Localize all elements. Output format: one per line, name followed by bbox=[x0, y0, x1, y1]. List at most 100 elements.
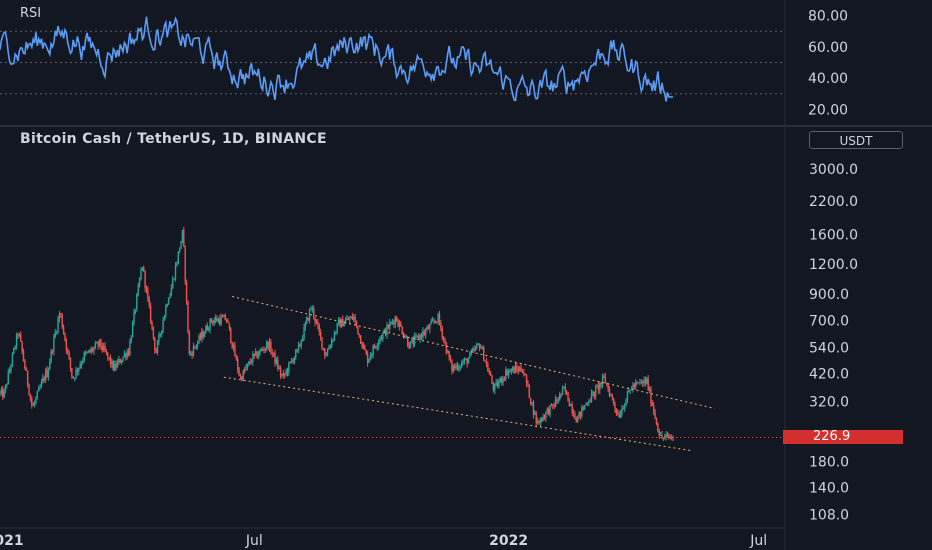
candle-body bbox=[412, 339, 414, 345]
candle-body bbox=[11, 353, 14, 366]
candle-body bbox=[361, 343, 363, 348]
candle-body bbox=[420, 334, 423, 338]
candle-body bbox=[111, 360, 113, 365]
candle-body bbox=[358, 334, 361, 336]
candle-body bbox=[127, 351, 130, 355]
candle-body bbox=[136, 294, 138, 310]
candle-body bbox=[239, 375, 242, 377]
candle-body bbox=[6, 384, 8, 386]
candle-body bbox=[547, 408, 550, 415]
candle-body bbox=[260, 349, 262, 351]
candle-body bbox=[658, 431, 660, 436]
candle-body bbox=[58, 313, 61, 319]
price-tick-label: 900.0 bbox=[809, 287, 849, 303]
candle-body bbox=[147, 289, 149, 299]
candle-body bbox=[270, 341, 272, 353]
candle-body bbox=[471, 349, 474, 352]
candle-body bbox=[599, 382, 601, 391]
candle-body bbox=[107, 352, 109, 358]
candle-body bbox=[502, 378, 504, 383]
candle-body bbox=[405, 337, 408, 339]
candle-body bbox=[109, 357, 112, 365]
candle-body bbox=[53, 337, 55, 352]
candle-body bbox=[187, 300, 189, 332]
candle-body bbox=[267, 342, 269, 349]
trendline bbox=[232, 296, 715, 409]
candle-body bbox=[665, 434, 667, 437]
candle-body bbox=[130, 337, 132, 342]
candle-body bbox=[33, 402, 36, 406]
candle-body bbox=[156, 341, 159, 353]
candle-body bbox=[220, 316, 222, 325]
candle-body bbox=[76, 369, 79, 372]
candle-body bbox=[489, 373, 492, 376]
candle-body bbox=[31, 398, 33, 406]
candle-body bbox=[83, 352, 86, 361]
candle-body bbox=[481, 347, 484, 349]
candle-body bbox=[47, 369, 50, 378]
candle-body bbox=[585, 403, 587, 406]
candle-body bbox=[409, 341, 412, 349]
candle-body bbox=[570, 404, 572, 407]
candle-body bbox=[272, 352, 275, 354]
candle-body bbox=[2, 389, 4, 397]
candle-body bbox=[600, 382, 602, 385]
candle-body bbox=[499, 378, 501, 383]
candle-body bbox=[246, 363, 249, 368]
candle-body bbox=[380, 337, 383, 340]
candle-body bbox=[303, 326, 305, 339]
candle-body bbox=[453, 366, 456, 368]
candle-body bbox=[404, 336, 406, 338]
candle-body bbox=[636, 382, 638, 384]
candle-body bbox=[353, 317, 355, 320]
candle-body bbox=[625, 399, 627, 406]
candle-body bbox=[500, 378, 503, 383]
candle-body bbox=[80, 363, 83, 365]
candle-body bbox=[589, 401, 591, 403]
candle-body bbox=[535, 412, 537, 424]
candle-body bbox=[227, 320, 229, 323]
price-tick-label: 700.0 bbox=[809, 313, 849, 329]
candle-body bbox=[252, 353, 254, 363]
candle-body bbox=[97, 342, 99, 346]
candle-body bbox=[594, 386, 597, 397]
candle-body bbox=[337, 319, 340, 324]
candle-body bbox=[216, 318, 218, 322]
candle-body bbox=[25, 368, 27, 371]
candle-body bbox=[17, 334, 19, 336]
candle-body bbox=[44, 370, 47, 381]
candle-body bbox=[518, 367, 521, 372]
candle-body bbox=[648, 388, 651, 391]
candle-body bbox=[579, 411, 582, 417]
candle-body bbox=[133, 311, 135, 323]
candle-body bbox=[155, 349, 157, 353]
candle-body bbox=[452, 366, 455, 371]
candle-body bbox=[336, 323, 338, 333]
candle-body bbox=[466, 359, 468, 364]
candle-body bbox=[520, 367, 522, 371]
currency-button[interactable]: USDT bbox=[809, 131, 903, 149]
candle-body bbox=[118, 359, 120, 363]
candle-body bbox=[433, 320, 435, 322]
candle-body bbox=[15, 334, 18, 347]
candle-body bbox=[342, 318, 344, 327]
candle-body bbox=[126, 351, 128, 358]
candle-body bbox=[281, 374, 283, 376]
candle-body bbox=[307, 317, 309, 321]
candle-body bbox=[329, 346, 332, 348]
candle-body bbox=[371, 354, 373, 356]
candle-body bbox=[190, 353, 192, 355]
candle-body bbox=[98, 339, 101, 346]
candle-body bbox=[467, 358, 470, 364]
candle-body bbox=[20, 334, 22, 342]
candle-body bbox=[394, 317, 396, 325]
candle-body bbox=[144, 270, 146, 288]
candle-body bbox=[416, 335, 419, 337]
candle-body bbox=[372, 345, 374, 355]
price-tick-label: 3000.0 bbox=[809, 162, 858, 178]
candle-body bbox=[538, 420, 540, 423]
time-tick-label: Jul bbox=[245, 533, 263, 549]
candle-body bbox=[148, 298, 150, 306]
candle-body bbox=[390, 322, 392, 324]
